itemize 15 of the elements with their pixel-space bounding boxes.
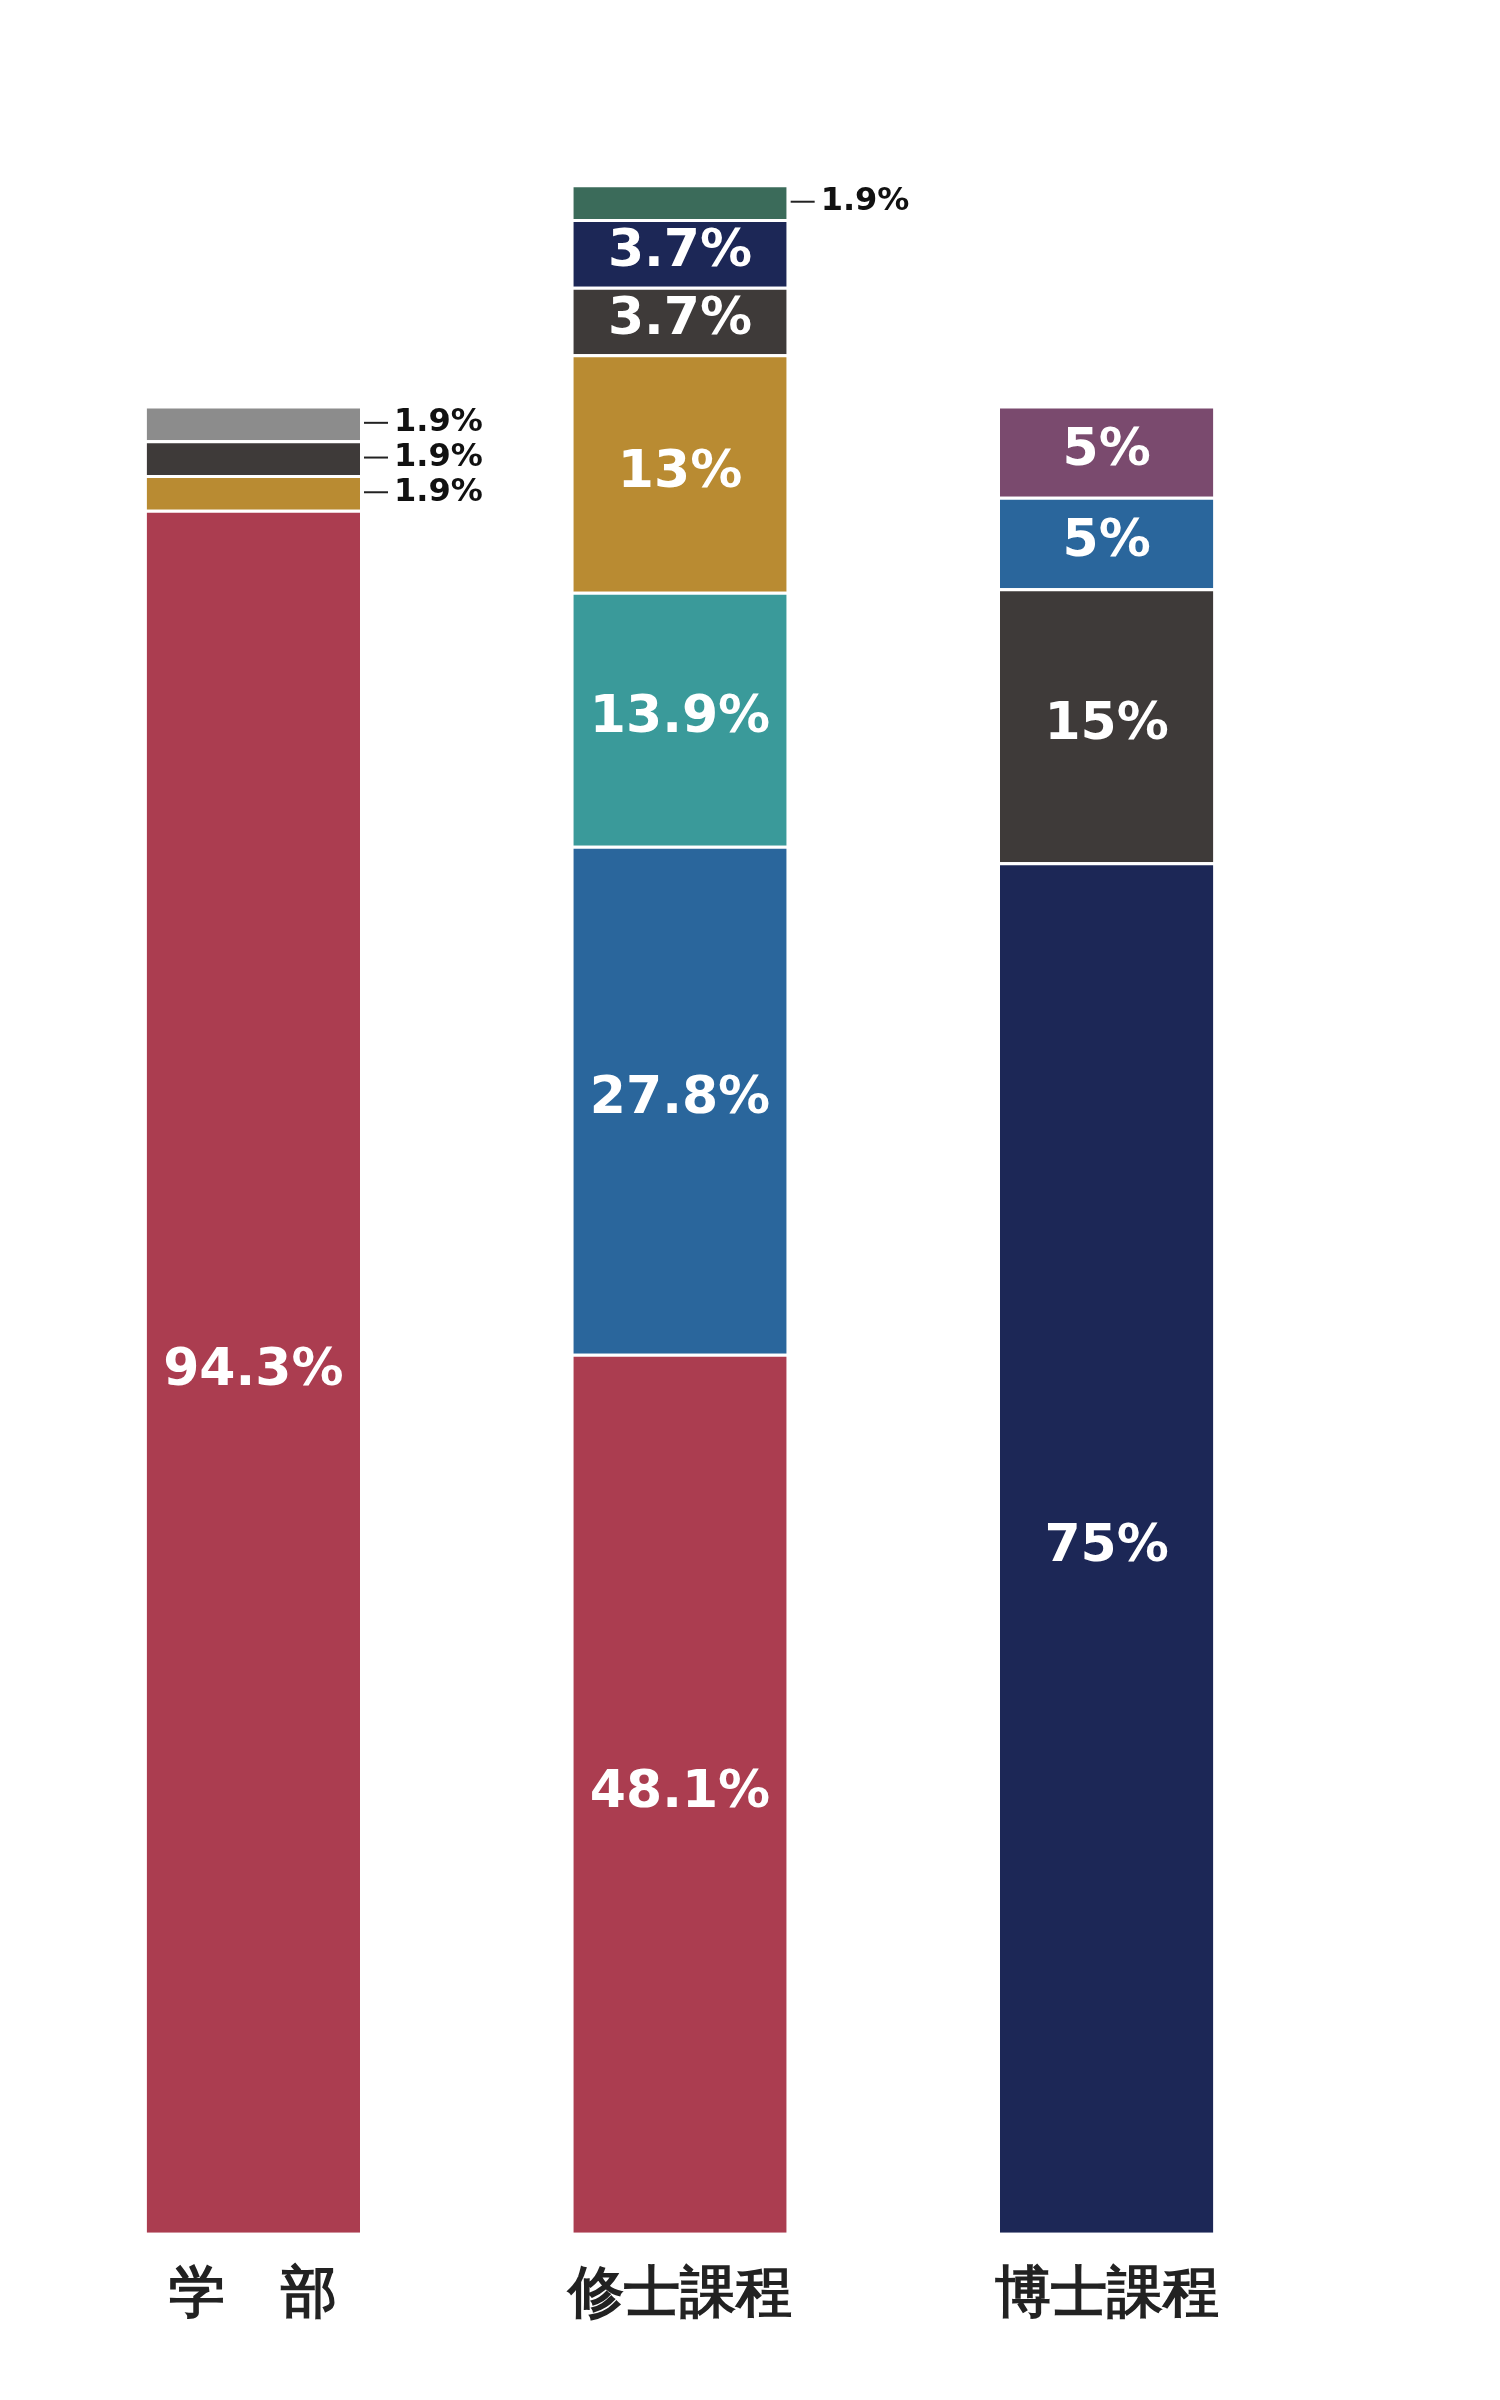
data-label: 1.9% <box>820 180 910 219</box>
data-label: 3.7% <box>607 286 753 347</box>
data-label: 48.1% <box>589 1758 771 1819</box>
data-label: 94.3% <box>163 1336 344 1397</box>
data-label: 15% <box>1044 690 1169 751</box>
data-label: 13.9% <box>589 684 771 745</box>
x-tick-label: 学 部 <box>169 2258 338 2324</box>
data-label: 27.8% <box>589 1065 771 1126</box>
data-label: 75% <box>1044 1513 1169 1574</box>
x-tick-label: 修士課程 <box>566 2258 792 2324</box>
data-label: 5% <box>1062 416 1151 477</box>
data-label: 13% <box>617 438 743 499</box>
data-label: 5% <box>1062 508 1151 569</box>
x-tick-label: 博士課程 <box>994 2258 1219 2324</box>
data-label: 3.7% <box>607 218 753 279</box>
